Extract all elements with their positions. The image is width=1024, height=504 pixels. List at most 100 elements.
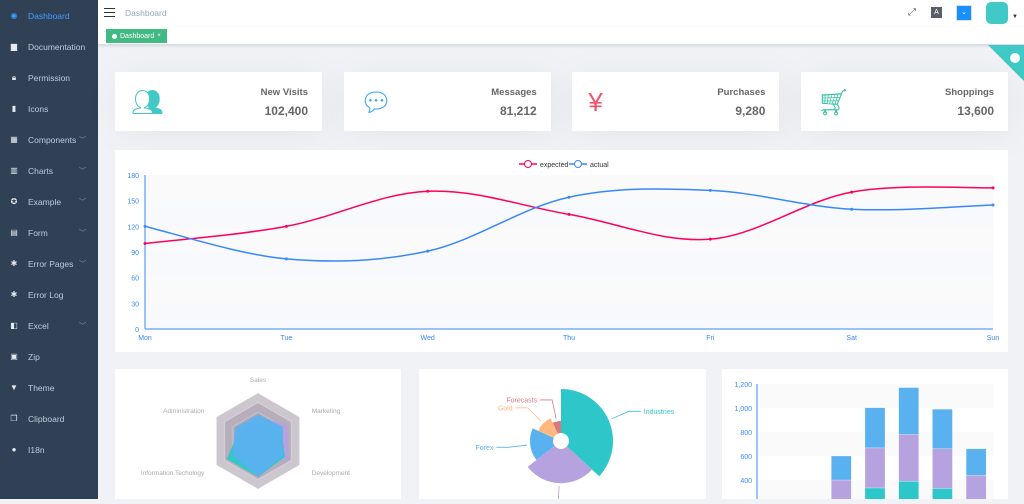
bar-segment	[965, 474, 987, 502]
github-corner[interactable]	[988, 45, 1024, 81]
sidebar-item-components[interactable]: ▦ Components ﹀	[0, 124, 98, 155]
data-point	[284, 224, 288, 228]
sidebar-item-label: Documentation	[28, 41, 86, 52]
chevron-down-icon: ﹀	[79, 167, 86, 175]
y-tick-label: 1,000	[734, 406, 752, 413]
shopping-icon: 🛒︎	[817, 87, 851, 117]
grid-band	[145, 226, 993, 252]
caret-down-icon[interactable]: ▼	[1012, 14, 1018, 20]
theme-icon: ▼	[10, 383, 18, 392]
sidebar-item-label: Error Pages	[28, 258, 74, 269]
sidebar-item-permission[interactable]: 🔒︎ Permission	[0, 62, 98, 93]
sidebar-item-i18n[interactable]: ● I18n	[0, 434, 98, 465]
close-icon[interactable]: ×	[157, 33, 161, 39]
y-tick-label: 400	[740, 478, 752, 485]
bar-segment	[932, 448, 953, 489]
y-tick-label: 1,200	[734, 382, 752, 389]
bar-segment	[831, 455, 852, 481]
data-point	[567, 195, 571, 199]
card-new-visits[interactable]: 👥︎ New Visits 102,400	[115, 72, 322, 131]
sidebar-item-label: Theme	[28, 382, 55, 393]
x-tick-label: Sat	[846, 335, 857, 342]
navbar: Dashboard ⤢ A ⌄ ▼	[98, 0, 1024, 27]
clipboard-icon: ❐	[10, 414, 18, 423]
sidebar-item-label: Zip	[28, 351, 40, 362]
dashboard-icon: ◉	[10, 11, 18, 20]
y-tick-label: 600	[740, 454, 752, 461]
tag-dashboard[interactable]: Dashboard ×	[106, 29, 167, 43]
chevron-down-icon: ﹀	[79, 260, 86, 268]
pie-label: Forecasts	[506, 397, 537, 404]
x-tick-label: Wed	[421, 335, 435, 342]
money-icon: ¥	[588, 87, 603, 117]
card-label: Purchases	[717, 87, 766, 98]
hamburger-icon[interactable]	[104, 8, 115, 17]
example-icon: ✪	[10, 197, 18, 206]
radar-chart-panel: Sales Administration Information Techology…	[115, 369, 401, 504]
pie-label: Gold	[498, 405, 513, 412]
y-tick-label: 180	[127, 173, 139, 180]
theme-picker[interactable]: ⌄	[956, 5, 972, 21]
radar-indicator-label: Development	[312, 470, 350, 477]
lock-icon: 🔒︎	[11, 72, 17, 82]
card-shoppings[interactable]: 🛒︎ Shoppings 13,600	[801, 72, 1009, 131]
x-tick-label: Fri	[706, 335, 715, 342]
pie-label-line	[515, 407, 542, 422]
sidebar-item-label: I18n	[28, 444, 45, 455]
grid-band	[757, 384, 993, 408]
sidebar: ◉ Dashboard ▆ Documentation 🔒︎ Permission ▮ Ico…	[0, 0, 98, 499]
data-point	[850, 190, 854, 194]
bug-icon: ✱	[10, 259, 18, 268]
line-chart-panel: 0 30 60 90 120 150 180 Mon Tue Wed Thu Fri Sat Sun exp…	[115, 150, 1008, 352]
card-purchases[interactable]: ¥ Purchases 9,280	[572, 72, 780, 131]
card-messages[interactable]: 💬︎ Messages 81,212	[343, 72, 551, 131]
bar-segment	[864, 447, 886, 489]
sidebar-item-form[interactable]: ▤ Form ﹀	[0, 217, 98, 248]
sidebar-item-theme[interactable]: ▼ Theme	[0, 372, 98, 403]
message-icon: 💬︎	[359, 87, 393, 117]
radar-indicator-label: Information Techology	[141, 470, 205, 477]
sidebar-item-excel[interactable]: ◧ Excel ﹀	[0, 310, 98, 341]
card-value: 9,280	[735, 104, 766, 118]
card-value: 102,400	[264, 104, 308, 118]
sidebar-item-icons[interactable]: ▮ Icons	[0, 93, 98, 124]
x-tick-label: Mon	[138, 335, 152, 342]
sidebar-item-documentation[interactable]: ▆ Documentation	[0, 31, 98, 62]
avatar[interactable]	[986, 2, 1008, 24]
legend-marker	[574, 160, 582, 168]
chevron-down-icon: ﹀	[79, 198, 86, 206]
size-select-icon[interactable]: A	[931, 7, 942, 18]
bar-segment	[898, 434, 919, 482]
y-tick-label: 0	[135, 327, 139, 334]
sidebar-item-label: Form	[28, 227, 48, 238]
breadcrumb[interactable]: Dashboard	[125, 8, 167, 18]
sidebar-item-clipboard[interactable]: ❐ Clipboard	[0, 403, 98, 434]
active-dot-icon	[112, 33, 117, 39]
bar-segment	[898, 387, 919, 435]
pie-label-line	[557, 486, 560, 504]
sidebar-item-label: Charts	[28, 165, 54, 176]
card-value: 13,600	[957, 104, 995, 118]
chevron-down-icon: ﹀	[79, 136, 86, 144]
sidebar-item-label: Components	[28, 134, 77, 145]
chart-icon: ▥	[10, 166, 18, 175]
sidebar-item-label: Excel	[28, 320, 49, 331]
grid-band	[145, 303, 993, 329]
sidebar-item-error-log[interactable]: ✱ Error Log	[0, 279, 98, 310]
pie-label: Forex	[475, 445, 493, 452]
data-point	[426, 189, 430, 193]
grid-band	[145, 277, 993, 304]
component-icon: ▦	[10, 135, 18, 144]
sidebar-item-label: Clipboard	[28, 413, 65, 424]
sidebar-item-dashboard[interactable]: ◉ Dashboard	[0, 0, 98, 31]
sidebar-item-example[interactable]: ✪ Example ﹀	[0, 186, 98, 217]
sidebar-item-zip[interactable]: ▣ Zip	[0, 341, 98, 372]
bar-chart-panel: 400 600 800 1,000 1,200	[722, 369, 1008, 504]
fullscreen-icon[interactable]: ⤢	[908, 7, 916, 18]
sidebar-item-charts[interactable]: ▥ Charts ﹀	[0, 155, 98, 186]
bar-segment	[932, 408, 953, 450]
tags-view: Dashboard ×	[98, 27, 1024, 45]
sidebar-item-error-pages[interactable]: ✱ Error Pages ﹀	[0, 248, 98, 279]
form-icon: ▤	[10, 228, 18, 237]
legend-label: actual	[590, 162, 609, 169]
